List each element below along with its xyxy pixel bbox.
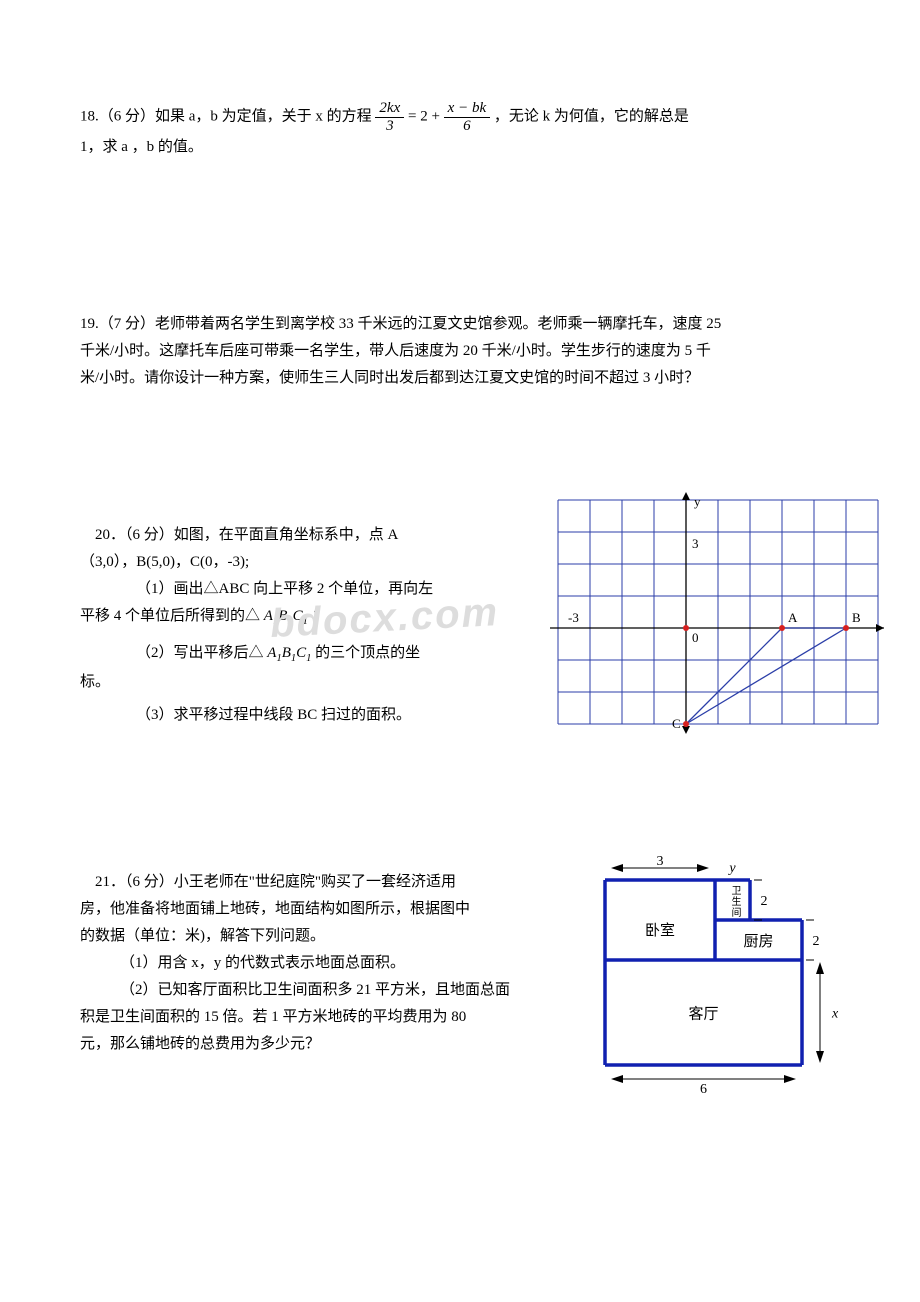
svg-text:y: y [727,861,736,876]
q18-text-b: ，无论 k 为何值，它的解总是 [494,108,689,124]
q20-a1b1c1b: A1B1C1 [267,645,311,661]
q20-l3b: 的三个顶点的坐 [315,645,420,661]
q19-l2: 千米/小时。这摩托车后座可带乘一名学生，带人后速度为 20 千米/小时。学生步行… [80,338,830,365]
q20-l1a: 20．（6 分）如图，在平面直角坐标系中，点 A [80,522,470,549]
q20-l3a: （2）写出平移后△ [136,645,267,661]
question-19: 19.（7 分）老师带着两名学生到离学校 33 千米远的江夏文史馆参观。老师乘一… [80,311,830,392]
svg-text:6: 6 [700,1082,707,1097]
svg-text:生: 生 [732,895,742,908]
svg-text:客厅: 客厅 [688,1005,718,1022]
svg-text:x: x [831,1006,839,1021]
q21-l5: （2）已知客厅面积比卫生间面积多 21 平方米，且地面总面 [120,977,530,1004]
q18-frac1: 2kx3 [375,100,404,134]
svg-text:厨房: 厨房 [743,933,773,950]
q20-l2a: （1）画出△ABC 向上平移 2 个单位，再向左 [136,576,470,603]
q20-l2b-wrap: 平移 4 个单位后所得到的△ A1B1C1 ； [80,603,470,632]
q21-l1: 21．（6 分）小王老师在"世纪庭院"购买了一套经济适用 [80,869,530,896]
q20-l2b: 平移 4 个单位后所得到的△ [80,608,260,624]
q21-text: 21．（6 分）小王老师在"世纪庭院"购买了一套经济适用 房，他准备将地面铺上地… [80,869,530,1058]
q20-a1b1c1: A1B1C1 [264,608,308,624]
q21-l6: 积是卫生间面积的 15 倍。若 1 平方米地砖的平均费用为 80 [80,1004,530,1031]
svg-text:2: 2 [813,934,820,949]
coordinate-graph: y 3 -3 0 A B C [550,492,890,742]
svg-text:卧室: 卧室 [645,922,675,939]
svg-text:0: 0 [692,630,699,645]
q18-p2: 1，求 a ，b 的值。 [80,134,830,161]
q20-l2c: ； [312,608,327,624]
svg-text:间: 间 [732,906,742,919]
q19-l1: 19.（7 分）老师带着两名学生到离学校 33 千米远的江夏文史馆参观。老师乘一… [80,311,830,338]
q20-l3a-wrap: （2）写出平移后△ A1B1C1 的三个顶点的坐 [136,640,470,669]
svg-text:y: y [694,494,701,509]
q21-l2: 房，他准备将地面铺上地砖，地面结构如图所示，根据图中 [80,896,530,923]
q19-l3: 米/小时。请你设计一种方案，使师生三人同时出发后都到达江夏文史馆的时间不超过 3… [80,365,830,392]
svg-text:3: 3 [692,536,699,551]
q18-mid: = 2 + [408,108,444,124]
svg-text:卫: 卫 [732,886,742,897]
q21-l7: 元，那么铺地砖的总费用为多少元？ [80,1031,530,1058]
q20-l4: （3）求平移过程中线段 BC 扫过的面积。 [136,702,470,729]
question-18: 18.（6 分）如果 a，b 为定值，关于 x 的方程 2kx3 = 2 + x… [80,100,830,161]
q20-l1b: （3,0），B(5,0)，C(0，-3); [80,549,470,576]
q18-frac2: x − bk6 [444,100,490,134]
question-20: bdocx.com 20．（6 分）如图，在平面直角坐标系中，点 A （3,0）… [80,522,830,729]
q18-text-a: 18.（6 分）如果 a，b 为定值，关于 x 的方程 [80,108,372,124]
svg-text:3: 3 [657,854,664,869]
svg-text:2: 2 [761,894,768,909]
svg-text:B: B [852,610,861,625]
floor-plan: 卧室 卫生间厨房客厅 3 y 2 2 x 6 [575,854,865,1134]
svg-text:-3: -3 [568,610,579,625]
q20-l3c: 标。 [80,669,470,696]
svg-text:A: A [788,610,798,625]
question-21: 21．（6 分）小王老师在"世纪庭院"购买了一套经济适用 房，他准备将地面铺上地… [80,869,830,1058]
q18-p1: 18.（6 分）如果 a，b 为定值，关于 x 的方程 2kx3 = 2 + x… [80,100,830,134]
svg-text:C: C [672,716,681,731]
q20-text: 20．（6 分）如图，在平面直角坐标系中，点 A （3,0），B(5,0)，C(… [80,522,470,729]
q21-l3: 的数据（单位：米)，解答下列问题。 [80,923,530,950]
q21-l4: （1）用含 x，y 的代数式表示地面总面积。 [120,950,530,977]
